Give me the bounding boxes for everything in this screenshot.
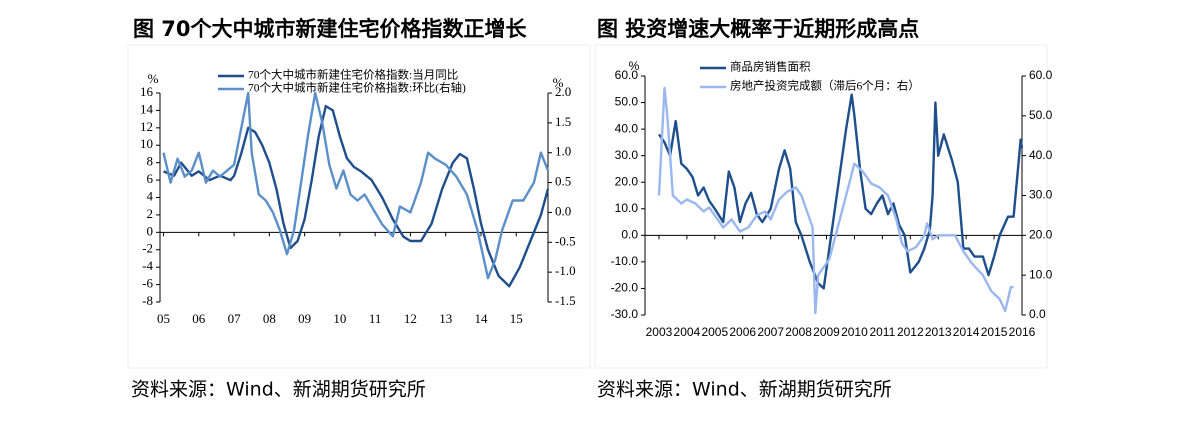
source: 资料来源：Wind、新湖期货研究所 [597,379,892,401]
x-tick-label: 05 [157,311,170,326]
y-tick-label: 8 [147,154,154,169]
y-tick-label: 16 [140,84,154,99]
y-tick-label: -4 [142,258,153,273]
x-tick-label: 2010 [841,325,868,339]
x-tick-label: 13 [439,311,452,326]
x-tick-label: 08 [263,311,276,326]
y2-tick-label: 40.0 [1029,148,1053,162]
series-line [657,86,1014,315]
y-tick-label: -6 [142,276,153,291]
x-tick-label: 2005 [701,325,728,339]
y-tick-label: 0.0 [621,228,638,242]
y2-tick-label: 50.0 [1029,108,1053,122]
y2-tick-label: 30.0 [1029,188,1053,202]
y-unit: % [148,71,159,86]
x-tick-label: 2011 [869,325,895,339]
y-unit: % [629,59,640,73]
y-tick-label: 6 [147,171,154,186]
panel-right [594,44,1048,369]
series-line [163,104,550,288]
y2-tick-label: 2.0 [555,84,571,99]
y2-tick-label: 1.0 [555,144,571,159]
x-tick-label: 2008 [785,325,812,339]
x-tick-label: 2012 [897,325,924,339]
x-tick-label: 07 [228,311,242,326]
y-tick-label: 0 [147,223,154,238]
legend-label: 70个大中城市新建住宅价格指数:当月同比 [248,68,458,82]
legend-label: 房地产投资完成额（滞后6个月：右） [730,79,920,93]
y-tick-label: -30.0 [611,307,639,321]
y-tick-label: 10 [140,136,153,151]
source: 资料来源：Wind、新湖期货研究所 [131,379,426,401]
y-tick-label: 2 [147,206,154,221]
y2-tick-label: 0.0 [1029,307,1046,321]
y2-tick-label: 1.5 [555,114,571,129]
y2-tick-label: -0.5 [555,233,576,248]
y-tick-label: -10.0 [611,254,639,268]
x-tick-label: 09 [298,311,311,326]
x-tick-label: 2004 [674,325,701,339]
y2-tick-label: -1.0 [555,263,576,278]
y-tick-label: 60.0 [615,68,639,82]
legend-label: 商品房销售面积 [730,60,811,74]
panel-left [127,44,591,369]
x-tick-label: 10 [333,311,346,326]
x-tick-label: 2003 [646,325,673,339]
y-tick-label: -8 [142,293,153,308]
series-line [162,91,550,280]
x-tick-label: 14 [474,311,488,326]
x-tick-label: 2009 [813,325,840,339]
x-tick-label: 2007 [757,325,784,339]
y-tick-label: 12 [140,119,153,134]
y-tick-label: 40.0 [615,121,639,135]
x-tick-label: 2014 [953,325,980,339]
x-tick-label: 2013 [925,325,952,339]
series-line [658,93,1024,290]
y2-tick-label: 20.0 [1029,228,1053,242]
y-tick-label: 14 [140,101,154,116]
y2-tick-label: 10.0 [1029,267,1053,281]
y2-tick-label: -1.5 [555,293,576,308]
chart-title: 图 70个大中城市新建住宅价格指数正增长 [133,17,528,41]
y2-tick-label: 0.5 [555,174,571,189]
y-tick-label: 4 [147,188,154,203]
chart-title: 图 投资增速大概率于近期形成高点 [597,17,919,41]
y2-unit: % [553,75,564,90]
x-tick-label: 06 [192,311,206,326]
y-tick-label: 10.0 [615,201,639,215]
x-tick-label: 11 [369,311,382,326]
x-tick-label: 15 [510,311,523,326]
y-tick-label: 50.0 [615,95,639,109]
y-tick-label: 30.0 [615,148,639,162]
x-tick-label: 2006 [729,325,756,339]
x-tick-label: 2016 [1009,325,1036,339]
x-tick-label: 2015 [981,325,1008,339]
y2-tick-label: 60.0 [1029,68,1053,82]
y-tick-label: 20.0 [615,174,639,188]
legend-label: 70个大中城市新建住宅价格指数:环比(右轴) [248,81,466,95]
y-tick-label: -2 [142,241,153,256]
y2-tick-label: 0.0 [555,203,571,218]
y-tick-label: -20.0 [611,281,639,295]
x-tick-label: 12 [404,311,417,326]
